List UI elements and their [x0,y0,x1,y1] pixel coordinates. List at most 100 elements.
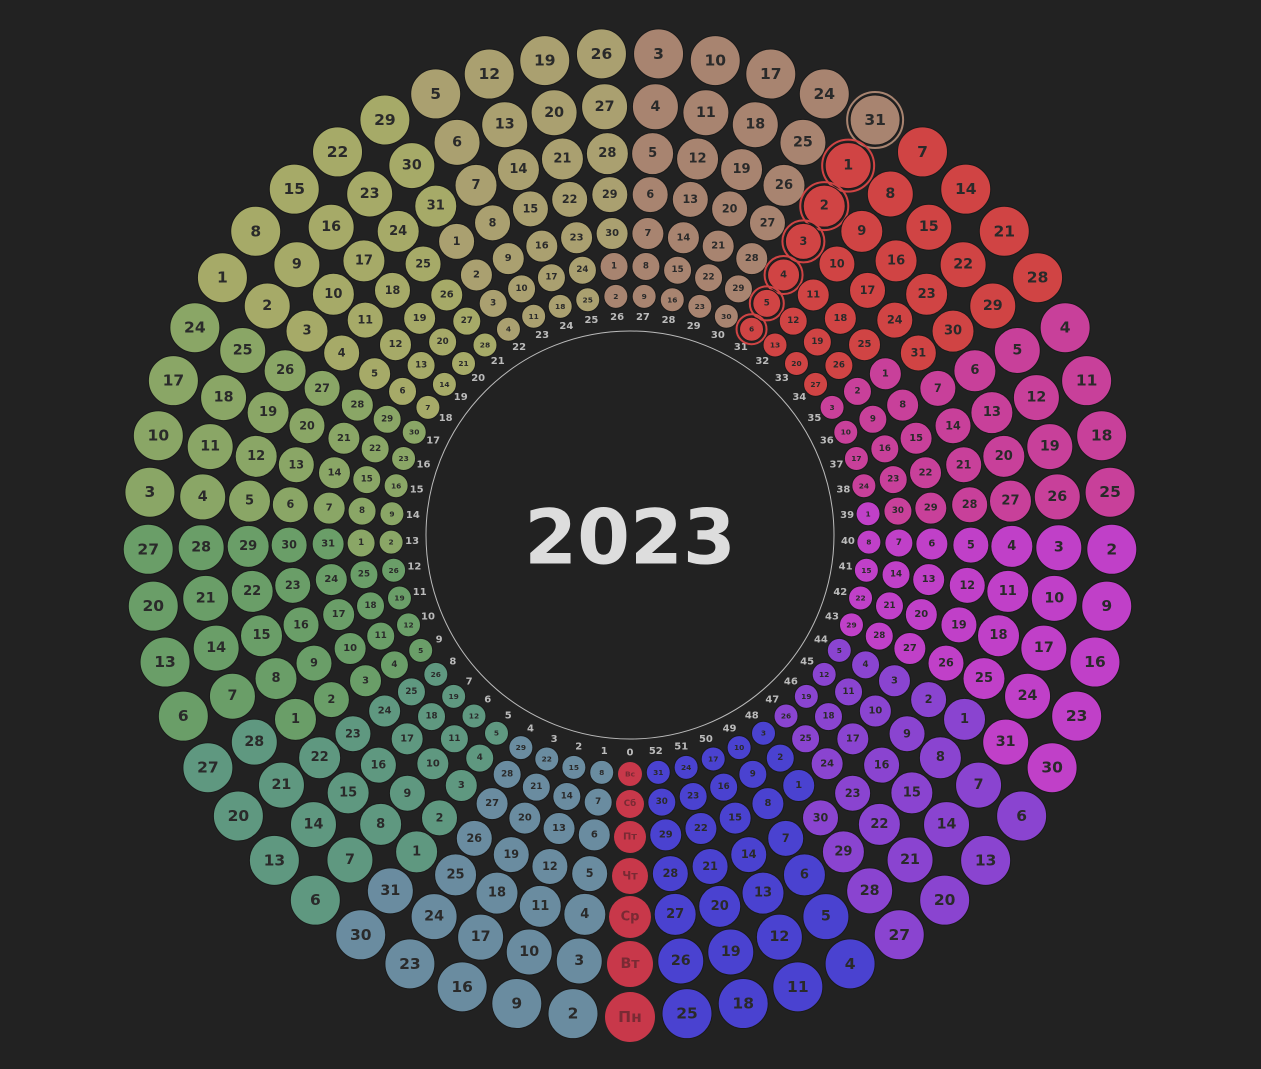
day-label: 1 [960,712,969,727]
day-dot [295,644,333,682]
day-label: 8 [764,798,771,809]
week-number: 5 [505,710,512,721]
day-label: 24 [820,758,834,769]
day-dot [366,621,396,651]
day-label: 19 [503,848,519,861]
day-label: 24 [1018,688,1038,704]
day-label: 11 [200,439,220,455]
day-dot [444,768,478,802]
day-label: 16 [874,759,890,772]
week-number: 46 [784,677,798,688]
day-dot [720,148,764,192]
day-label: 21 [993,222,1015,240]
day-label: 13 [975,851,997,869]
day-dot [182,742,234,794]
day-dot [326,836,374,884]
day-label: 21 [883,601,895,611]
day-dot [521,303,547,329]
day-label: 26 [781,712,791,721]
day-dot [970,391,1014,435]
day-dot [923,801,971,849]
day-dot [139,636,191,688]
day-label: 16 [321,219,341,235]
day-label: 27 [595,99,615,115]
day-label: 18 [555,302,565,311]
day-dot [495,316,521,342]
day-label: 28 [501,769,513,779]
day-dot [982,718,1030,766]
day-dot [312,126,364,178]
day-label: 5 [418,646,423,655]
day-label: 16 [718,782,730,792]
day-label: 27 [461,316,473,326]
day-dot [824,142,872,190]
day-label: 14 [561,791,573,801]
day-dot [857,802,901,846]
day-dot [782,853,826,897]
day-dot [762,332,788,358]
day-dot [1012,374,1060,422]
day-label: 28 [350,400,364,411]
day-label: 17 [471,929,491,945]
day-dot [741,871,785,915]
day-dot [248,834,300,886]
day-label: 21 [553,152,571,167]
weekday-dot [614,821,646,853]
week-number: 43 [825,611,839,622]
day-dot [436,961,488,1013]
day-dot [417,702,447,732]
day-label: 6 [310,891,321,909]
day-dot [561,754,587,780]
day-dot [571,855,609,893]
day-label: 10 [516,284,528,294]
day-dot [940,606,978,644]
day-dot [433,118,481,166]
day-dot [735,242,769,276]
day-label: 14 [890,570,902,580]
day-label: 16 [371,759,387,772]
day-dot [519,35,571,87]
highlight-ring [821,138,876,193]
week-number: 52 [649,746,663,757]
day-label: 4 [845,955,856,973]
day-label: 16 [391,481,401,490]
day-label: 19 [259,405,277,420]
day-dot [322,598,356,632]
day-label: 26 [938,657,954,670]
day-label: 31 [996,734,1016,750]
day-label: 7 [917,143,928,161]
day-label: 1 [843,158,853,174]
day-dot [843,445,869,471]
day-dot [931,309,975,353]
day-dot [124,466,176,518]
day-dot [1035,524,1083,572]
day-label: 12 [787,316,799,326]
day-dot [285,309,329,353]
day-dot [874,591,904,621]
day-label: 21 [272,777,292,793]
day-label: 3 [490,298,496,308]
weekday-label: Вс [625,770,635,779]
day-label: 20 [934,891,956,909]
day-dot [254,657,298,701]
day-label: 10 [519,944,539,960]
day-dot [682,89,730,137]
day-label: 2 [327,693,335,706]
day-dot [507,274,537,304]
weekday-label: Сб [624,798,636,809]
day-dot [333,631,367,665]
week-number: 4 [527,723,534,734]
day-label: 15 [919,219,939,235]
day-label: 25 [800,734,812,744]
day-label: 14 [328,467,342,478]
day-label: 6 [646,188,654,201]
week-number: 35 [807,413,821,424]
day-dot [368,694,402,728]
day-label: 6 [928,538,935,549]
day-label: 26 [431,670,441,679]
day-dot [877,664,911,698]
day-label: 7 [896,538,902,548]
day-label: 13 [264,851,286,869]
week-number: 7 [466,677,473,688]
day-dot [969,282,1017,330]
